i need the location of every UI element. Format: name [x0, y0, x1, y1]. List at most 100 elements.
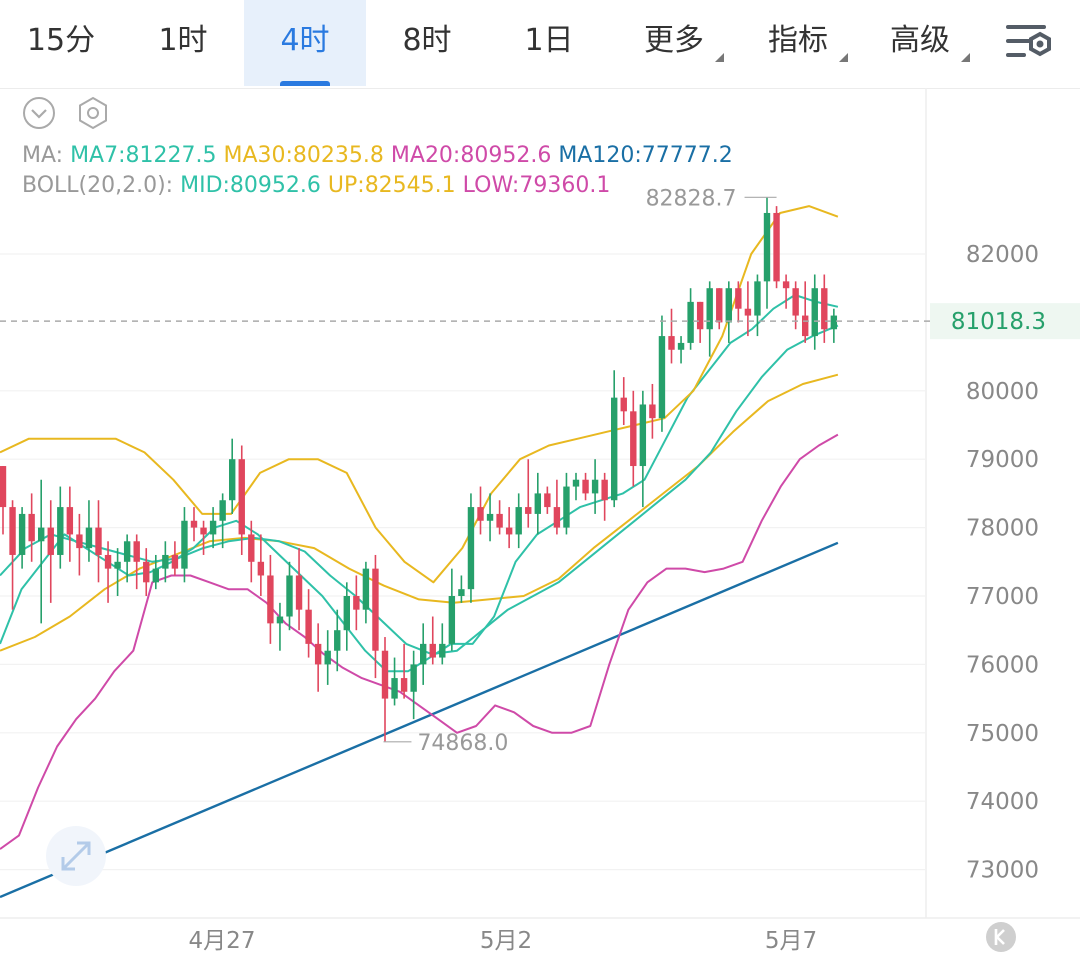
candle	[276, 602, 284, 651]
k-line-icon[interactable]	[986, 922, 1016, 952]
candle-body	[47, 527, 54, 555]
candle-body	[171, 554, 179, 569]
ma-legend-prefix: MA:	[22, 143, 64, 168]
dropdown-caret-icon	[839, 53, 848, 62]
candle-body	[792, 288, 799, 316]
candle	[725, 281, 732, 343]
candle	[639, 390, 647, 508]
candle-body	[28, 513, 35, 542]
candle	[563, 472, 570, 535]
candle-body	[334, 630, 341, 651]
chevron-down-circle-icon[interactable]	[22, 96, 56, 130]
tab-1h[interactable]: 1时	[122, 0, 244, 86]
boll-low-value: LOW:79360.1	[462, 173, 611, 198]
candle-body	[639, 404, 647, 467]
candle	[477, 486, 484, 535]
expand-arrows-icon[interactable]	[46, 826, 106, 886]
tab-label: 高级	[890, 23, 950, 58]
candle-body	[773, 212, 780, 282]
candle	[353, 575, 360, 631]
candle	[544, 486, 551, 514]
tab-8h[interactable]: 8时	[366, 0, 488, 86]
candle-body	[353, 596, 360, 610]
candle-body	[477, 507, 484, 521]
candle	[162, 541, 169, 583]
boll-up-value: UP:82545.1	[327, 173, 456, 198]
chart-settings-icon[interactable]	[1000, 14, 1060, 72]
tab-15m[interactable]: 15分	[0, 0, 122, 86]
tab-label: 1时	[158, 23, 208, 58]
series-line-ma20	[0, 433, 839, 850]
candle-body	[66, 507, 74, 535]
candle	[362, 561, 370, 624]
candle-body	[706, 288, 713, 330]
candle	[171, 541, 179, 576]
candle	[190, 507, 198, 542]
candle-body	[286, 575, 293, 617]
ma30-value: MA30:80235.8	[223, 143, 384, 168]
y-tick-label: 82000	[966, 242, 1039, 268]
candle	[0, 466, 7, 535]
tab-advanced[interactable]: 高级	[874, 0, 970, 86]
candle-body	[716, 288, 723, 323]
tab-indicators[interactable]: 指标	[752, 0, 848, 86]
candle	[782, 274, 790, 309]
candlestick-chart[interactable]: 81018.3 82828.7 74868.0 82000 80000 79000 780…	[0, 88, 1080, 953]
candle	[9, 500, 16, 610]
candle-body	[572, 479, 580, 487]
candle	[696, 301, 704, 343]
y-tick-label: 79000	[966, 447, 1039, 473]
tab-1d[interactable]: 1日	[488, 0, 610, 86]
candle-body	[104, 554, 112, 569]
candle	[76, 513, 83, 576]
candle-body	[677, 342, 685, 350]
candle-body	[439, 643, 446, 658]
candle-body	[152, 568, 159, 583]
current-price-label: 81018.3	[951, 309, 1046, 335]
candle-body	[267, 575, 274, 624]
candle	[181, 507, 188, 583]
candle-body	[143, 561, 150, 583]
hexagon-settings-icon[interactable]	[76, 96, 110, 130]
candle	[496, 500, 503, 535]
ma120-value: MA120:77777.2	[558, 143, 733, 168]
candle	[677, 336, 685, 364]
candle-body	[725, 288, 732, 323]
candle-body	[696, 301, 704, 330]
candle-body	[649, 404, 656, 419]
candle-body	[763, 212, 771, 282]
candle	[572, 472, 580, 501]
candle	[248, 520, 255, 583]
candle-body	[257, 561, 265, 576]
candle	[381, 637, 389, 742]
dropdown-caret-icon	[715, 53, 724, 62]
candle	[372, 554, 379, 679]
candle-body	[305, 609, 312, 644]
tab-4h[interactable]: 4时	[244, 0, 366, 86]
candle-body	[133, 541, 140, 562]
candle	[534, 472, 541, 535]
x-tick-label: 5月7	[765, 928, 817, 953]
series-line-ma7	[0, 294, 839, 673]
candle-body	[0, 466, 7, 508]
candle	[439, 623, 446, 665]
candle-body	[9, 507, 16, 555]
candle-body	[114, 561, 121, 569]
candle-body	[630, 411, 637, 467]
candle	[200, 520, 207, 555]
candle	[773, 206, 780, 289]
candle-body	[314, 643, 322, 665]
candle	[630, 390, 637, 487]
high-marker-label: 82828.7	[646, 186, 737, 211]
candle-body	[811, 288, 818, 337]
candle	[420, 623, 427, 685]
series-line-ma120	[0, 541, 839, 899]
candle	[410, 650, 417, 720]
candle-body	[238, 459, 245, 535]
ma-legend: MA: MA7:81227.5 MA30:80235.8 MA20:80952.…	[22, 143, 733, 168]
tab-more[interactable]: 更多	[628, 0, 724, 86]
candle-body	[515, 507, 522, 535]
candle	[85, 500, 93, 562]
candle	[525, 459, 532, 528]
candle	[792, 281, 799, 330]
